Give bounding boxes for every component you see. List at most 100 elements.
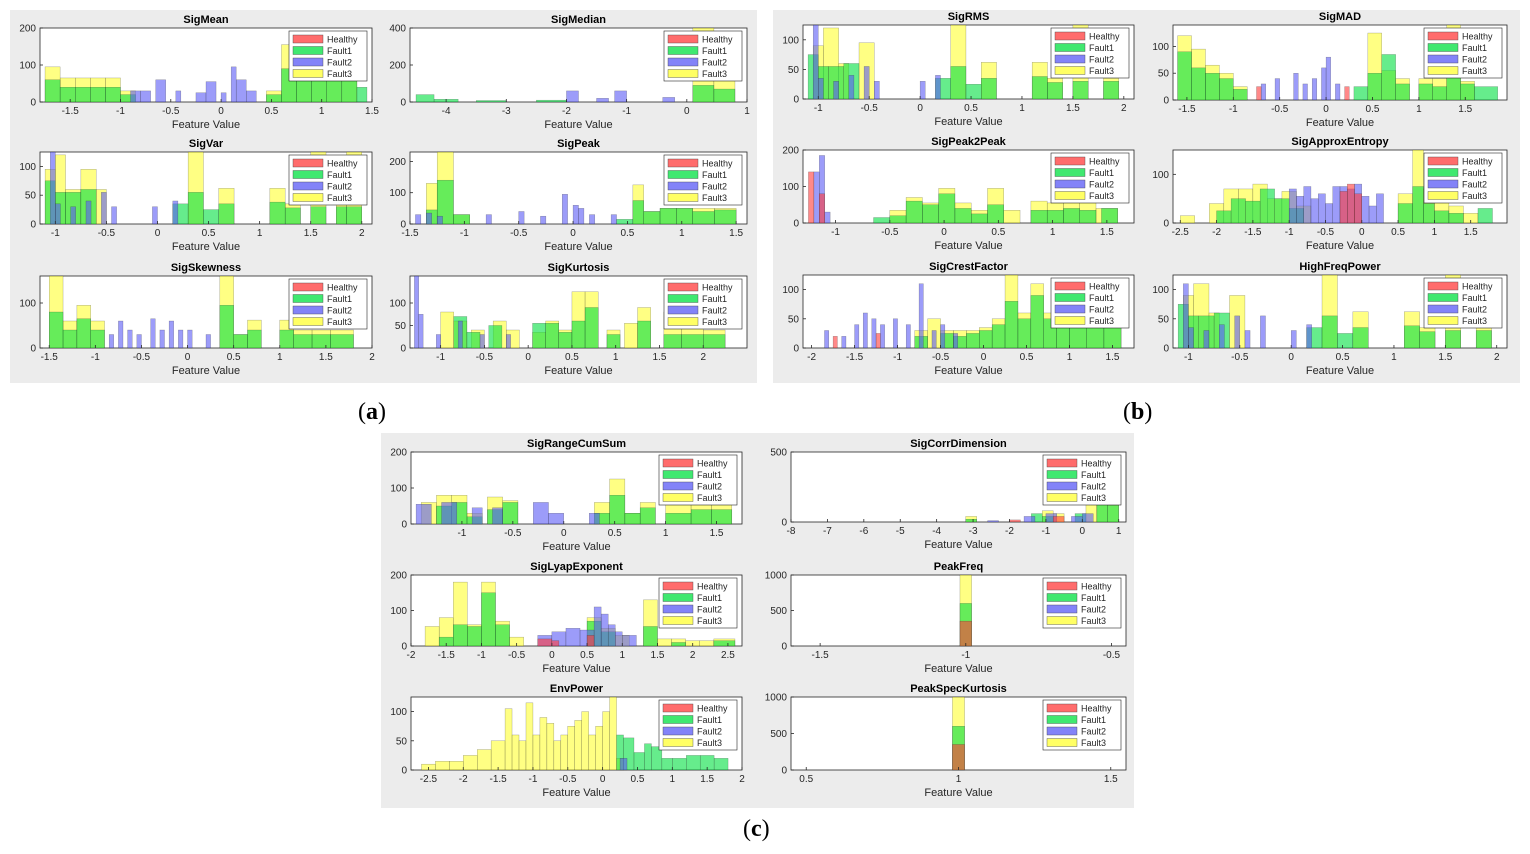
- legend-swatch-fault1: [667, 46, 699, 55]
- legend-swatch-fault2: [292, 57, 324, 67]
- legend-swatch-healthy: [1046, 581, 1078, 591]
- x-tick-label: 0.5: [608, 528, 622, 539]
- x-axis-label: Feature Value: [934, 240, 1002, 252]
- bar-fault1: [203, 209, 219, 225]
- x-tick-label: 1.5: [319, 352, 333, 363]
- chart-title: SigPeak: [557, 138, 601, 150]
- x-tick-label: -0.5: [1231, 352, 1249, 363]
- x-tick-label: 1.5: [700, 774, 714, 785]
- legend-label-fault3: Fault3: [1462, 191, 1487, 201]
- x-tick-label: -1.5: [401, 228, 419, 239]
- bar-fault1: [90, 86, 106, 103]
- y-tick-label: 50: [788, 65, 800, 76]
- bar-fault2: [1071, 516, 1083, 523]
- bar-fault1: [75, 86, 91, 103]
- legend-swatch-healthy: [292, 282, 324, 292]
- legend-label-fault2: Fault2: [1462, 305, 1487, 315]
- legend-label-healthy: Healthy: [1462, 282, 1493, 292]
- legend-label-fault3: Fault3: [327, 193, 352, 203]
- bar-fault2: [127, 329, 133, 349]
- bar-fault2: [905, 324, 911, 349]
- chart-highfreqpower: -1 -0.5 0 0.5 1 1.5 2 0 50 100 HighFreqPower Featur…: [1152, 261, 1508, 377]
- x-tick-label: 0.5: [1336, 352, 1350, 363]
- bar-fault1: [453, 624, 468, 647]
- bar-fault2: [155, 79, 166, 103]
- x-tick-label: -2: [1005, 526, 1014, 537]
- x-tick-label: -1: [91, 352, 100, 363]
- x-tick-label: -0.5: [932, 352, 950, 363]
- bar-fault1: [686, 755, 701, 771]
- x-tick-label: 0: [684, 106, 690, 117]
- legend-label-fault3: Fault3: [702, 317, 727, 327]
- legend-swatch-fault3: [662, 738, 694, 747]
- legend-label-fault3: Fault3: [327, 317, 352, 327]
- bar-fault2: [172, 200, 179, 225]
- bar-fault1: [330, 334, 354, 349]
- bar-fault2: [940, 324, 946, 349]
- x-tick-label: 2: [359, 228, 365, 239]
- chart-sigmad: -1.5 -1 -0.5 0 0.5 1 1.5 0 50 100 SigMAD Feature Va…: [1152, 11, 1508, 129]
- bar-fault2: [415, 504, 432, 525]
- x-tick-label: 1.5: [653, 352, 667, 363]
- legend-swatch-fault1: [1046, 593, 1078, 602]
- legend-swatch-fault3: [1427, 191, 1459, 200]
- bar-fault2: [492, 507, 503, 525]
- x-tick-label: -1: [460, 228, 469, 239]
- bar-healthy: [952, 744, 965, 771]
- bar-fault3: [424, 626, 440, 647]
- bar-fault1: [714, 209, 737, 225]
- bar-fault1: [187, 192, 204, 225]
- x-tick-label: 1: [1019, 103, 1025, 114]
- x-tick-label: -4: [932, 526, 941, 537]
- bar-fault2: [874, 81, 880, 100]
- bar-fault1: [59, 86, 76, 103]
- x-tick-label: -0.5: [510, 228, 528, 239]
- bar-fault1: [1191, 67, 1206, 101]
- bar-fault1: [76, 318, 91, 349]
- bar-fault1: [584, 307, 599, 349]
- bar-fault2: [1302, 83, 1308, 101]
- bar-fault1: [965, 519, 977, 523]
- legend-swatch-fault1: [1427, 293, 1459, 302]
- legend-swatch-fault1: [662, 470, 694, 479]
- legend-swatch-fault2: [1427, 54, 1459, 64]
- x-tick-label: -0.5: [504, 528, 522, 539]
- bar-fault1: [1063, 208, 1080, 224]
- bar-fault1: [44, 79, 61, 103]
- legend-swatch-healthy: [667, 158, 699, 168]
- bar-fault1: [1216, 210, 1232, 224]
- bar-fault2: [140, 90, 151, 103]
- bar-fault1: [661, 758, 673, 771]
- chart-title: SigSkewness: [171, 262, 241, 274]
- bar-fault1: [488, 325, 503, 349]
- chart-peakfreq: -1.5 -1 -0.5 0 500 1000 PeakFreq Feature Value H…: [765, 561, 1127, 675]
- x-tick-label: -1.5: [846, 352, 864, 363]
- legend-swatch-fault1: [292, 46, 324, 55]
- bar-fault1: [1395, 83, 1410, 101]
- x-tick-label: -1: [814, 103, 823, 114]
- bar-fault2: [1311, 78, 1318, 101]
- bar-fault2: [619, 758, 628, 771]
- bar-fault3: [525, 702, 534, 771]
- bar-fault2: [205, 81, 217, 103]
- bar-fault2: [130, 90, 141, 103]
- legend-swatch-fault3: [1054, 316, 1086, 325]
- legend-swatch-fault2: [1054, 179, 1086, 189]
- x-tick-label: -0.5: [98, 228, 116, 239]
- bar-fault1: [639, 507, 656, 525]
- legend-label-fault3: Fault3: [697, 738, 722, 748]
- bar-fault1: [624, 513, 641, 525]
- bar-healthy: [1354, 193, 1362, 224]
- bar-fault1: [1445, 330, 1461, 349]
- legend-swatch-fault1: [1046, 715, 1078, 724]
- bar-fault1: [663, 334, 682, 349]
- x-tick-label: 0: [218, 106, 224, 117]
- y-tick-label: 100: [19, 61, 36, 72]
- x-tick-label: 1: [744, 106, 750, 117]
- x-tick-label: 0: [1359, 227, 1365, 238]
- bar-fault1: [643, 211, 661, 225]
- bar-fault1: [981, 78, 997, 100]
- bar-fault2: [589, 513, 600, 525]
